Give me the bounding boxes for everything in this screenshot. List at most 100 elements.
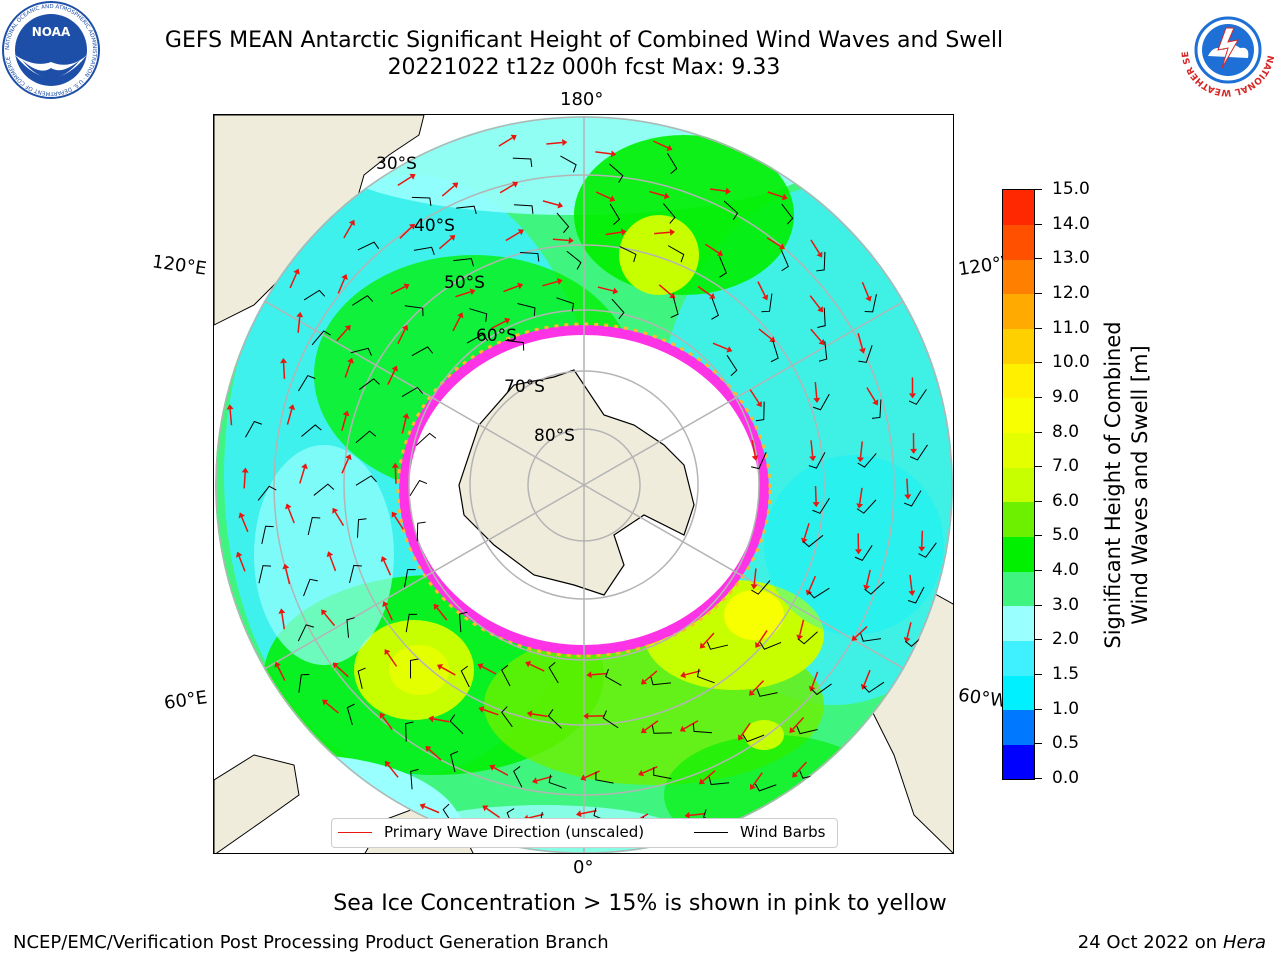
map-panel: 30°S 40°S 50°S 60°S 70°S 80°S <box>213 114 954 854</box>
wind-barb <box>692 723 713 734</box>
colorbar-tick-label: 5.0 <box>1052 525 1080 546</box>
vector-layer <box>226 134 937 830</box>
wave-direction-arrow <box>387 764 399 778</box>
wind-barb <box>501 664 511 687</box>
latitude-labels: 30°S 40°S 50°S 60°S 70°S 80°S <box>376 154 575 446</box>
wave-direction-arrow <box>384 605 393 621</box>
wave-arrow-head <box>348 219 355 226</box>
wind-barb <box>547 709 562 729</box>
lon-label-180: 180° <box>560 89 604 110</box>
wind-barb <box>411 196 432 206</box>
wind-barb <box>357 241 380 251</box>
colorbar-tick-label: 10.0 <box>1052 352 1090 373</box>
wave-direction-arrow <box>749 389 760 404</box>
wind-barb <box>245 420 263 438</box>
wind-barb <box>723 200 739 221</box>
wave-arrow-head <box>341 274 348 281</box>
wind-barb <box>357 667 366 689</box>
wind-barb <box>346 703 355 726</box>
wind-barb <box>781 203 794 225</box>
wind-barb <box>346 617 355 638</box>
wave-direction-arrow <box>229 409 233 426</box>
colorbar-tick-label: 9.0 <box>1052 386 1080 407</box>
wave-direction-arrow <box>859 441 863 458</box>
wave-direction-arrow <box>921 530 924 547</box>
colorbar-segment <box>1003 259 1034 295</box>
wave-arrow-head <box>586 671 592 679</box>
wind-barb <box>514 204 534 214</box>
wind-barb <box>261 525 274 544</box>
wind-barb <box>909 444 928 461</box>
colorbar-segment <box>1003 397 1034 434</box>
wave-arrow-head <box>817 306 824 313</box>
lat-label: 60°S <box>476 326 517 346</box>
wave-direction-arrow <box>810 328 822 342</box>
wave-arrow-head <box>812 501 820 508</box>
wind-barb <box>854 545 873 561</box>
colorbar-segment <box>1003 293 1034 330</box>
colorbar-tick-label: 1.0 <box>1052 698 1080 719</box>
wave-arrow-head <box>808 685 816 692</box>
lon-label-0: 0° <box>573 857 594 878</box>
wind-barb <box>808 452 826 469</box>
polar-map: 30°S 40°S 50°S 60°S 70°S 80°S <box>214 115 953 853</box>
wave-direction-arrow <box>397 176 412 187</box>
legend-wave-swatch <box>338 831 372 833</box>
wind-barb <box>409 479 428 497</box>
wind-barb <box>856 499 877 514</box>
wind-barb <box>780 249 789 272</box>
wave-direction-arrow <box>546 141 563 145</box>
wind-barb <box>706 641 729 650</box>
colorbar-tick <box>1035 604 1042 606</box>
wave-arrow-head <box>716 250 724 256</box>
wind-barb <box>802 534 824 548</box>
colorbar-tick <box>1035 466 1042 468</box>
wind-barb <box>466 333 489 344</box>
wave-direction-arrow <box>287 507 295 524</box>
wind-barb <box>505 339 525 351</box>
wind-barb <box>560 155 577 173</box>
wave-arrow-head <box>859 347 866 354</box>
wave-direction-arrow <box>814 486 817 503</box>
wave-arrow-head <box>857 456 865 463</box>
wind-barb <box>903 490 922 507</box>
wind-barb <box>298 374 316 392</box>
nws-logo: NATIONAL WEATHER SERVICE <box>1176 0 1276 98</box>
wave-arrow-head <box>769 336 776 343</box>
wave-arrow-head <box>489 764 496 771</box>
wind-barb <box>501 706 513 728</box>
wave-arrow-head <box>800 537 808 544</box>
wave-arrow-head <box>433 603 440 610</box>
map-legend: Primary Wave Direction (unscaled) Wind B… <box>331 818 838 848</box>
wind-barb <box>460 665 470 688</box>
wave-direction-arrow <box>753 568 757 585</box>
wave-direction-arrow <box>289 272 298 289</box>
wave-direction-arrow <box>814 382 818 399</box>
wind-barb <box>609 203 621 226</box>
colorbar-tick <box>1035 396 1042 398</box>
wind-barb <box>513 766 523 788</box>
wind-barb <box>810 683 832 696</box>
wave-arrow-head <box>278 608 286 614</box>
wave-arrow-head <box>428 715 434 723</box>
wave-arrow-head <box>332 507 339 514</box>
wave-direction-arrow <box>906 478 909 495</box>
wind-barb <box>864 294 877 313</box>
wave-direction-arrow <box>455 291 471 298</box>
wave-arrow-head <box>699 642 706 649</box>
wind-barb <box>871 399 882 419</box>
wind-barb <box>808 587 830 599</box>
wave-direction-arrow <box>399 226 412 239</box>
colorbar-tick-label: 6.0 <box>1052 490 1080 511</box>
wave-direction-arrow <box>440 666 456 676</box>
colorbar-tick-label: 13.0 <box>1052 248 1090 269</box>
sea-ice-caption: Sea Ice Concentration > 15% is shown in … <box>333 891 947 916</box>
wind-barb <box>864 581 885 595</box>
wave-arrow-head <box>908 590 916 596</box>
wind-barb <box>356 518 367 538</box>
wave-direction-arrow <box>644 670 658 682</box>
wave-arrow-head <box>525 661 532 668</box>
wave-direction-arrow <box>757 630 768 645</box>
colorbar-segment <box>1003 328 1034 364</box>
wind-barb <box>858 345 873 363</box>
